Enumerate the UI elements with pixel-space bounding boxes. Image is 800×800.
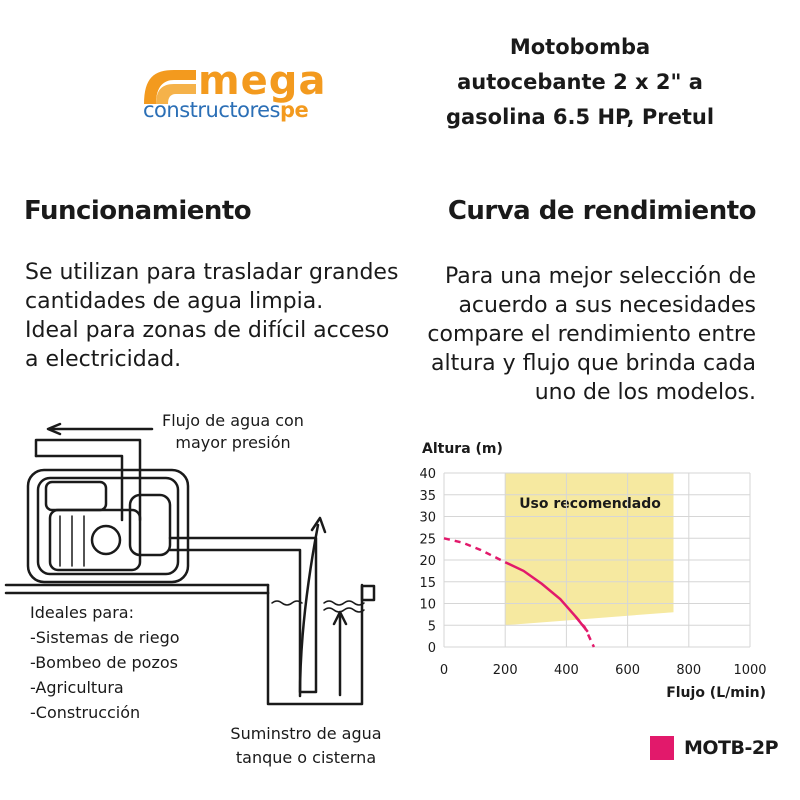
y-axis-label: Altura (m) [422,441,503,457]
list-item: -Sistemas de riego [30,628,180,647]
y-tick-label: 40 [419,467,436,482]
x-tick-label: 800 [676,663,701,678]
x-axis-label: Flujo (L/min) [666,685,766,701]
x-tick-label: 200 [493,663,518,678]
pump-diagram [4,422,376,706]
uses-title: Ideales para: [30,603,134,622]
legend-swatch [650,736,674,760]
flow-arrow-icon [46,422,154,436]
zone-label: Uso recomendado [519,496,661,512]
y-tick-label: 35 [419,489,436,504]
chart-legend: MOTB-2P [650,736,779,760]
x-tick-label: 600 [615,663,640,678]
logo: mega constructorespe [140,58,340,128]
flow-label: Flujo de agua con mayor presión [162,411,304,452]
curva-text: Para una mejor selección de acuerdo a su… [427,264,756,405]
y-tick-label: 10 [419,598,436,613]
y-tick-label: 15 [419,576,436,591]
y-tick-label: 0 [428,641,436,656]
list-item: -Construcción [30,703,141,722]
supply-label: Suminstro de agua tanque o cisterna [230,724,382,767]
y-tick-label: 5 [428,619,436,634]
funcionamiento-heading: Funcionamiento [24,196,252,226]
product-title: Motobomba autocebante 2 x 2" a gasolina … [445,35,715,129]
curved-arrow-icon [298,516,327,698]
x-tick-label: 0 [440,663,448,678]
y-tick-label: 20 [419,554,436,569]
list-item: -Agricultura [30,678,124,697]
curva-heading: Curva de rendimiento [447,196,757,226]
uses-list: Ideales para: -Sistemas de riego -Bombeo… [30,600,180,725]
series-dashed-start [443,537,506,564]
upflow-arrow-icon [332,610,348,697]
logo-mark-icon [144,70,196,104]
y-tick-label: 25 [419,532,436,547]
funcionamiento-text: Se utilizan para trasladar grandes canti… [25,260,399,372]
logo-subtitle: constructorespe [143,98,309,122]
x-tick-label: 1000 [733,663,766,678]
y-tick-label: 30 [419,511,436,526]
logo-word: mega [198,58,327,104]
legend-label: MOTB-2P [684,737,779,759]
series-dashed-end [574,615,596,648]
x-tick-label: 400 [554,663,579,678]
list-item: -Bombeo de pozos [30,653,178,672]
